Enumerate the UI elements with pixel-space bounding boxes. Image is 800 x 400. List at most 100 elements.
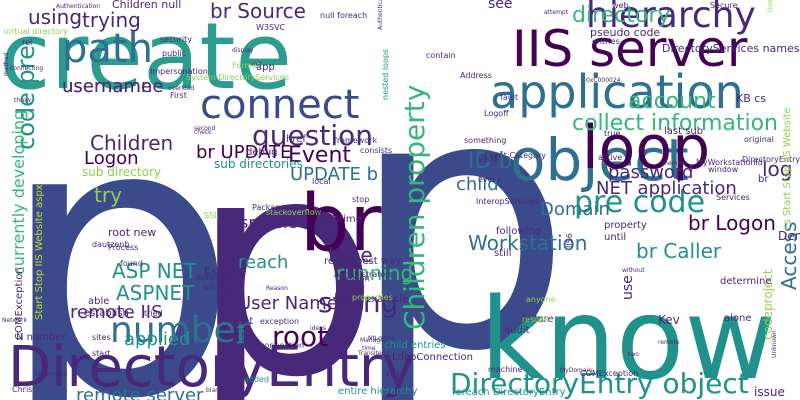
cloud-word: alone <box>724 313 752 324</box>
cloud-word: able <box>88 296 109 307</box>
cloud-word: DirectoryEntry object <box>450 367 749 400</box>
cloud-word: Services <box>716 193 750 202</box>
cloud-word: p <box>350 20 572 400</box>
cloud-word: nested loops <box>381 49 390 100</box>
cloud-word: running <box>336 261 413 285</box>
cloud-word: Children property <box>398 85 431 330</box>
cloud-word: nofollow <box>196 273 230 282</box>
cloud-word: connect <box>200 82 359 128</box>
cloud-word: solution <box>202 283 234 292</box>
cloud-word: N number <box>16 332 67 343</box>
cloud-word: Access <box>777 222 800 290</box>
cloud-word: create <box>0 3 292 110</box>
cloud-word: COMException <box>580 369 638 378</box>
cloud-word: path <box>62 26 153 72</box>
cloud-word: Package <box>252 203 285 212</box>
cloud-word: Start Stop IIS Website aspx <box>34 184 45 320</box>
cloud-word: second <box>194 125 216 132</box>
cloud-word: version <box>340 274 369 283</box>
cloud-word: without <box>622 267 645 274</box>
cloud-word: DirectoryEntry <box>8 335 415 400</box>
cloud-word: W3SVC <box>256 23 286 32</box>
cloud-word: application <box>490 65 744 119</box>
cloud-word: member <box>662 160 688 167</box>
cloud-word: Transited <box>357 350 386 357</box>
cloud-word: Workstation <box>468 231 587 255</box>
cloud-word: hierarchy <box>586 0 756 36</box>
cloud-word: InteropServices <box>476 197 538 206</box>
cloud-word: throw <box>14 97 31 104</box>
cloud-word: Impersonation <box>150 67 208 76</box>
cloud-word: MyDomain <box>560 367 592 374</box>
cloud-word: valid <box>478 155 497 164</box>
cloud-word: public <box>162 49 186 58</box>
cloud-word: p <box>0 39 239 400</box>
cloud-word: exception <box>260 317 299 326</box>
cloud-word: usernamne <box>62 76 163 97</box>
cloud-word: Format <box>232 61 260 70</box>
cloud-word: IIS server <box>512 20 748 78</box>
cloud-word: br <box>300 179 383 269</box>
cloud-word: pre code <box>574 185 705 220</box>
cloud-word: establish <box>84 308 129 319</box>
cloud-word: KB cs <box>736 92 766 105</box>
cloud-word: last sub <box>664 126 703 137</box>
cloud-word: rel <box>22 38 32 47</box>
cloud-word: Children <box>90 131 173 155</box>
cloud-word: DirectoryEntry Children <box>742 155 800 164</box>
cloud-word: sites <box>92 333 111 342</box>
cloud-word: use <box>620 275 636 300</box>
cloud-word: System DirectoryServices <box>186 73 289 82</box>
cloud-word: Domain <box>767 0 774 12</box>
cloud-word: applied <box>124 329 190 350</box>
cloud-word: root <box>272 320 328 353</box>
cloud-word: MyWorkstationId <box>696 158 763 167</box>
cloud-word: question <box>252 119 373 152</box>
cloud-word: Manager <box>360 337 387 344</box>
cloud-word: string <box>318 286 398 319</box>
cloud-word: debug <box>246 147 278 158</box>
cloud-word: log <box>762 157 793 181</box>
cloud-word: Event Category <box>484 151 546 160</box>
cloud-word: currently developing <box>9 110 28 275</box>
cloud-word: remote <box>658 339 680 346</box>
cloud-word: run <box>386 369 403 380</box>
cloud-word: password <box>608 162 693 183</box>
cloud-word: Administrators <box>334 270 393 279</box>
cloud-word: true <box>604 129 620 138</box>
cloud-word: following <box>496 226 541 237</box>
cloud-word: NtLmSsp <box>368 335 395 342</box>
cloud-word: type <box>328 243 373 267</box>
cloud-word: contain <box>426 51 456 60</box>
cloud-word: every <box>478 175 501 184</box>
cloud-word: property <box>604 220 647 231</box>
cloud-word: AuthenticationType <box>377 0 384 30</box>
cloud-word: pseudo code <box>590 26 660 39</box>
cloud-word: br Logon <box>688 211 776 235</box>
cloud-word: Chris <box>12 385 32 394</box>
cloud-word: code example <box>338 294 408 305</box>
cloud-word: directory <box>572 3 670 28</box>
cloud-word: ideas <box>310 325 326 332</box>
cloud-word: loop <box>582 113 710 183</box>
cloud-word: remote server <box>76 385 204 400</box>
cloud-word: original <box>744 135 774 144</box>
cloud-word: sub directories <box>214 157 303 171</box>
cloud-word: LdapConnection <box>392 352 473 363</box>
cloud-word: br UPDATE <box>196 142 291 163</box>
cloud-word: 0xC000024 <box>586 77 621 84</box>
cloud-word: experience <box>34 371 68 378</box>
cloud-word: ASP NET <box>112 259 197 283</box>
cloud-word: receive <box>324 256 361 267</box>
cloud-word: Reason <box>266 285 288 292</box>
cloud-word: overload <box>168 85 194 92</box>
cloud-word: resolve <box>522 315 551 324</box>
cloud-word: machine <box>488 365 522 374</box>
cloud-word: Denied <box>778 229 800 243</box>
cloud-word: ASPNET <box>116 281 195 305</box>
cloud-word: null foreach <box>320 11 367 20</box>
cloud-word: p <box>190 94 380 400</box>
cloud-word: issue <box>754 385 785 399</box>
cloud-word: cs Start Stop IIS Website <box>782 107 793 230</box>
cloud-word: set <box>238 316 253 327</box>
